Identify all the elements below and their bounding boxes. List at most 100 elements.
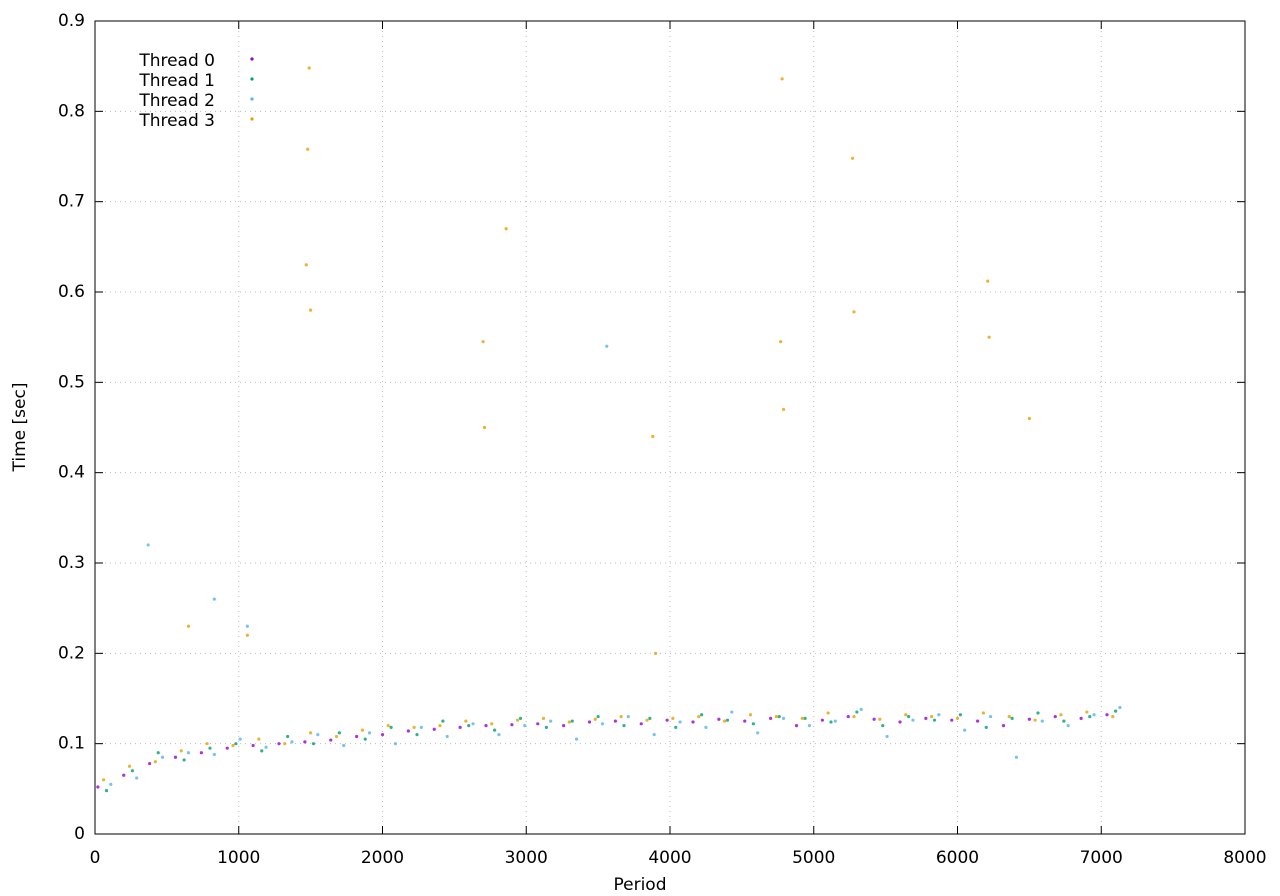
scatter-point [932, 718, 937, 722]
scatter-point [1007, 714, 1011, 719]
scatter-point [955, 716, 960, 720]
scatter-point [260, 749, 264, 753]
legend-marker [250, 77, 254, 81]
scatter-point [779, 340, 783, 344]
scatter-point [127, 764, 132, 768]
scatter-point [645, 718, 649, 722]
scatter-point [329, 738, 333, 742]
scatter-point [304, 263, 308, 267]
scatter-point [958, 713, 962, 717]
scatter-point [415, 733, 419, 737]
legend-label: Thread 1 [138, 71, 215, 91]
scatter-point [937, 713, 941, 717]
scatter-point [363, 737, 367, 741]
scatter-point [96, 785, 100, 789]
scatter-point [283, 742, 287, 746]
scatter-point [652, 733, 656, 737]
scatter-point [826, 711, 830, 715]
y-tick-label: 0.3 [58, 553, 85, 573]
scatter-point [311, 742, 316, 746]
scatter-point [574, 737, 579, 741]
scatter-point [337, 731, 341, 735]
scatter-point [1118, 705, 1122, 710]
scatter-point [1092, 713, 1096, 717]
scatter-point [441, 719, 445, 723]
scatter-point [523, 724, 527, 728]
scatter-point [393, 742, 398, 746]
x-tick-label: 3000 [505, 848, 548, 868]
scatter-point [777, 714, 781, 719]
scatter-point [380, 733, 385, 737]
x-tick-label: 5000 [792, 848, 835, 868]
scatter-point [245, 633, 249, 637]
scatter-point [225, 746, 229, 750]
scatter-point [1053, 714, 1057, 719]
plot-frame [94, 20, 1246, 835]
scatter-point [109, 782, 113, 786]
scatter-point [654, 651, 658, 655]
scatter-point [730, 710, 734, 714]
scatter-point [803, 716, 807, 720]
scatter-point [389, 725, 393, 730]
y-tick-label: 0.2 [58, 643, 85, 663]
scatter-point [1027, 416, 1031, 421]
scatter-point [930, 714, 934, 719]
scatter-point [493, 728, 497, 732]
scatter-point [549, 719, 553, 723]
scatter-point [135, 776, 139, 780]
scatter-point [596, 714, 600, 719]
scatter-point [639, 722, 643, 726]
scatter-point [518, 716, 523, 720]
scatter-point [458, 725, 462, 730]
scatter-point [1001, 724, 1006, 728]
scatter-point [251, 743, 255, 748]
scatter-point [1033, 718, 1037, 722]
y-tick-label: 0.5 [58, 372, 85, 392]
scatter-point [605, 344, 609, 348]
x-tick-label: 0 [90, 848, 101, 868]
scatter-point [1105, 713, 1109, 717]
scatter-point [186, 624, 191, 628]
scatter-point [536, 722, 540, 726]
scatter-point [671, 716, 675, 720]
scatter-point [1066, 724, 1070, 728]
scatter-point [781, 716, 786, 720]
scatter-point [981, 711, 985, 715]
scatter-point [516, 718, 520, 722]
y-tick-label: 0.6 [58, 282, 85, 302]
scatter-point [386, 724, 390, 728]
scatter-point [257, 737, 261, 741]
scatter-point [570, 719, 574, 723]
scatter-point [205, 742, 209, 746]
scatter-point [290, 740, 294, 744]
scatter-point [1085, 710, 1089, 714]
scatter-point [743, 719, 747, 723]
scatter-point [846, 714, 850, 719]
scatter-point [651, 434, 655, 439]
scatter-point [850, 156, 855, 160]
legend-marker [250, 57, 254, 61]
scatter-point [725, 718, 730, 722]
scatter-point [504, 227, 508, 231]
scatter-point [360, 728, 364, 732]
scatter-point [898, 720, 902, 724]
legend-marker [250, 117, 254, 121]
scatter-point [800, 716, 804, 720]
y-tick-label: 0.1 [58, 734, 85, 754]
scatter-point [697, 714, 701, 719]
scatter-point [342, 743, 346, 748]
scatter-point [674, 725, 678, 730]
scatter-point [950, 718, 954, 722]
scatter-point [286, 734, 290, 739]
scatter-point [277, 742, 281, 746]
scatter-point [807, 724, 812, 728]
scatter-point [1059, 713, 1063, 717]
scatter-point [781, 407, 786, 412]
scatter-point [986, 279, 990, 283]
scatter-point [963, 728, 967, 732]
scatter-point [367, 731, 372, 735]
x-tick-label: 6000 [936, 848, 979, 868]
scatter-point [1036, 711, 1040, 715]
scatter-point [794, 724, 799, 728]
scatter-point [622, 724, 626, 728]
